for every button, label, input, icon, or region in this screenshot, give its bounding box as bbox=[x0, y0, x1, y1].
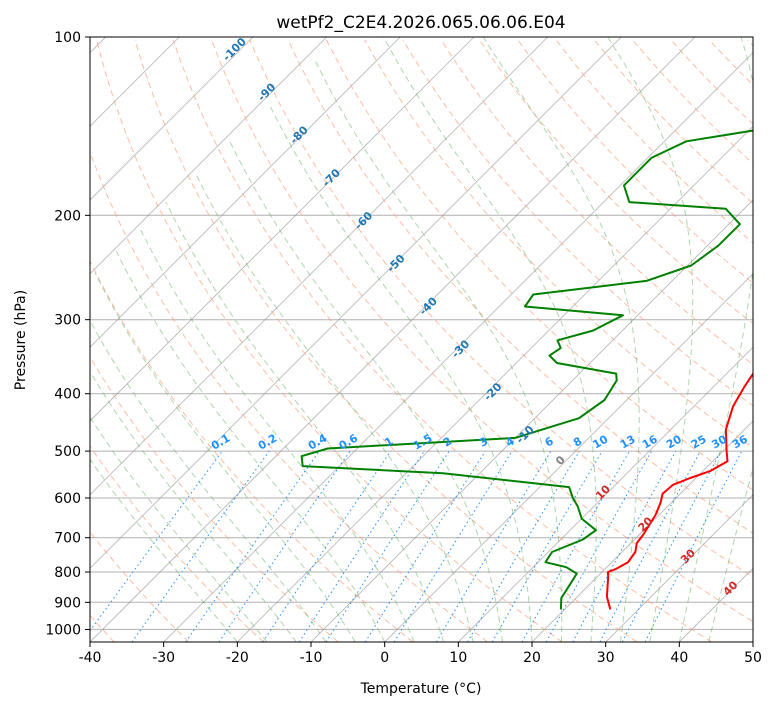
y-axis-label: Pressure (hPa) bbox=[13, 290, 29, 390]
x-tick-label: 10 bbox=[449, 650, 467, 666]
x-tick-label: -10 bbox=[300, 650, 323, 666]
y-tick-label: 500 bbox=[54, 444, 81, 460]
y-tick-label: 600 bbox=[54, 491, 81, 507]
y-tick-label: 200 bbox=[54, 208, 81, 224]
x-tick-label: 20 bbox=[523, 650, 541, 666]
x-tick-label: 40 bbox=[670, 650, 688, 666]
y-tick-label: 300 bbox=[54, 313, 81, 329]
x-tick-label: -30 bbox=[152, 650, 175, 666]
x-tick-label: 0 bbox=[380, 650, 389, 666]
x-tick-label: -40 bbox=[79, 650, 102, 666]
y-tick-label: 900 bbox=[54, 595, 81, 611]
x-tick-label: 30 bbox=[597, 650, 615, 666]
x-axis-label: Temperature (°C) bbox=[360, 681, 482, 697]
x-tick-label: 50 bbox=[744, 650, 762, 666]
x-tick-label: -20 bbox=[226, 650, 249, 666]
y-tick-label: 800 bbox=[54, 565, 81, 581]
y-tick-label: 100 bbox=[54, 30, 81, 46]
y-tick-label: 1000 bbox=[45, 622, 81, 638]
y-tick-label: 400 bbox=[54, 387, 81, 403]
chart-title: wetPf2_C2E4.2026.065.06.06.E04 bbox=[276, 13, 565, 33]
y-tick-label: 700 bbox=[54, 531, 81, 547]
